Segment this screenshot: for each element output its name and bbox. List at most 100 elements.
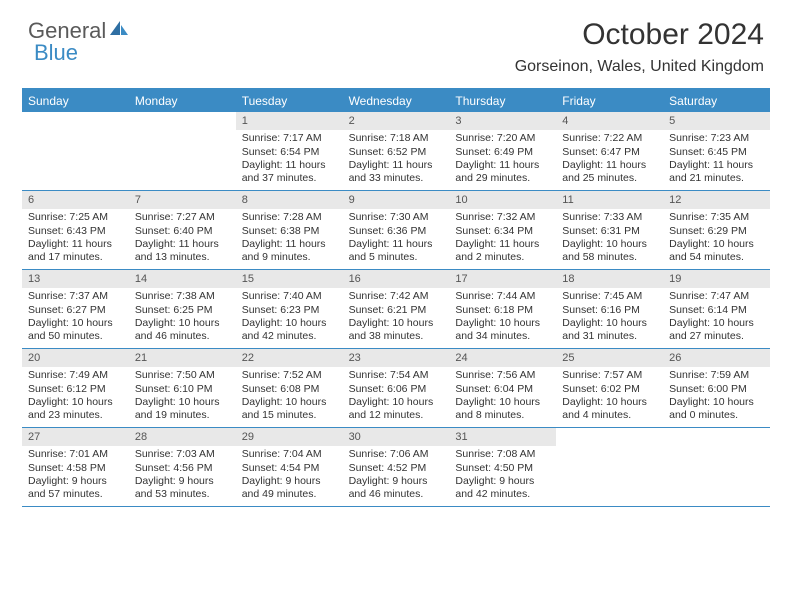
sunrise-text: Sunrise: 7:17 AM [242,132,337,145]
day-body: Sunrise: 7:28 AMSunset: 6:38 PMDaylight:… [236,209,343,269]
day-number: 13 [22,270,129,288]
daylight-text: Daylight: 11 hours and 9 minutes. [242,238,337,265]
calendar: Sunday Monday Tuesday Wednesday Thursday… [22,88,770,507]
day-cell: 20Sunrise: 7:49 AMSunset: 6:12 PMDayligh… [22,349,129,427]
sunrise-text: Sunrise: 7:42 AM [349,290,444,303]
sunset-text: Sunset: 6:16 PM [562,304,657,317]
day-number: 12 [663,191,770,209]
daylight-text: Daylight: 10 hours and 42 minutes. [242,317,337,344]
sunrise-text: Sunrise: 7:59 AM [669,369,764,382]
sunset-text: Sunset: 4:56 PM [135,462,230,475]
day-header-tuesday: Tuesday [236,90,343,112]
sunrise-text: Sunrise: 7:32 AM [455,211,550,224]
day-cell: 15Sunrise: 7:40 AMSunset: 6:23 PMDayligh… [236,270,343,348]
sunrise-text: Sunrise: 7:18 AM [349,132,444,145]
day-number: 14 [129,270,236,288]
day-number: 9 [343,191,450,209]
daylight-text: Daylight: 11 hours and 5 minutes. [349,238,444,265]
daylight-text: Daylight: 11 hours and 29 minutes. [455,159,550,186]
day-cell: 17Sunrise: 7:44 AMSunset: 6:18 PMDayligh… [449,270,556,348]
day-body: Sunrise: 7:33 AMSunset: 6:31 PMDaylight:… [556,209,663,269]
sunset-text: Sunset: 6:12 PM [28,383,123,396]
day-body: Sunrise: 7:20 AMSunset: 6:49 PMDaylight:… [449,130,556,190]
day-number: 20 [22,349,129,367]
day-body: Sunrise: 7:49 AMSunset: 6:12 PMDaylight:… [22,367,129,427]
sunset-text: Sunset: 6:49 PM [455,146,550,159]
sunset-text: Sunset: 6:34 PM [455,225,550,238]
sunset-text: Sunset: 6:21 PM [349,304,444,317]
sunrise-text: Sunrise: 7:30 AM [349,211,444,224]
daylight-text: Daylight: 10 hours and 19 minutes. [135,396,230,423]
daylight-text: Daylight: 11 hours and 25 minutes. [562,159,657,186]
daylight-text: Daylight: 10 hours and 27 minutes. [669,317,764,344]
day-cell [129,112,236,190]
sunset-text: Sunset: 6:10 PM [135,383,230,396]
day-number: 27 [22,428,129,446]
daylight-text: Daylight: 9 hours and 53 minutes. [135,475,230,502]
day-cell: 4Sunrise: 7:22 AMSunset: 6:47 PMDaylight… [556,112,663,190]
sunrise-text: Sunrise: 7:56 AM [455,369,550,382]
day-cell: 26Sunrise: 7:59 AMSunset: 6:00 PMDayligh… [663,349,770,427]
day-header-row: Sunday Monday Tuesday Wednesday Thursday… [22,90,770,112]
day-cell: 1Sunrise: 7:17 AMSunset: 6:54 PMDaylight… [236,112,343,190]
day-cell: 8Sunrise: 7:28 AMSunset: 6:38 PMDaylight… [236,191,343,269]
day-number: 28 [129,428,236,446]
day-cell: 31Sunrise: 7:08 AMSunset: 4:50 PMDayligh… [449,428,556,506]
daylight-text: Daylight: 10 hours and 50 minutes. [28,317,123,344]
day-body: Sunrise: 7:18 AMSunset: 6:52 PMDaylight:… [343,130,450,190]
day-cell: 30Sunrise: 7:06 AMSunset: 4:52 PMDayligh… [343,428,450,506]
sunset-text: Sunset: 6:38 PM [242,225,337,238]
sunrise-text: Sunrise: 7:23 AM [669,132,764,145]
day-cell: 23Sunrise: 7:54 AMSunset: 6:06 PMDayligh… [343,349,450,427]
daylight-text: Daylight: 11 hours and 37 minutes. [242,159,337,186]
day-number: 8 [236,191,343,209]
sunrise-text: Sunrise: 7:35 AM [669,211,764,224]
day-header-monday: Monday [129,90,236,112]
sunset-text: Sunset: 6:18 PM [455,304,550,317]
day-number: 15 [236,270,343,288]
daylight-text: Daylight: 10 hours and 58 minutes. [562,238,657,265]
sunrise-text: Sunrise: 7:25 AM [28,211,123,224]
day-number [22,112,129,116]
day-cell: 3Sunrise: 7:20 AMSunset: 6:49 PMDaylight… [449,112,556,190]
day-cell [556,428,663,506]
day-cell: 13Sunrise: 7:37 AMSunset: 6:27 PMDayligh… [22,270,129,348]
day-number: 23 [343,349,450,367]
sunset-text: Sunset: 6:00 PM [669,383,764,396]
sunset-text: Sunset: 4:58 PM [28,462,123,475]
day-body: Sunrise: 7:45 AMSunset: 6:16 PMDaylight:… [556,288,663,348]
sunset-text: Sunset: 6:02 PM [562,383,657,396]
day-body: Sunrise: 7:04 AMSunset: 4:54 PMDaylight:… [236,446,343,506]
sunrise-text: Sunrise: 7:33 AM [562,211,657,224]
sunrise-text: Sunrise: 7:57 AM [562,369,657,382]
sunrise-text: Sunrise: 7:27 AM [135,211,230,224]
daylight-text: Daylight: 10 hours and 38 minutes. [349,317,444,344]
day-body: Sunrise: 7:17 AMSunset: 6:54 PMDaylight:… [236,130,343,190]
day-number: 18 [556,270,663,288]
daylight-text: Daylight: 10 hours and 15 minutes. [242,396,337,423]
daylight-text: Daylight: 10 hours and 12 minutes. [349,396,444,423]
day-number: 7 [129,191,236,209]
sunset-text: Sunset: 6:43 PM [28,225,123,238]
daylight-text: Daylight: 10 hours and 31 minutes. [562,317,657,344]
day-body: Sunrise: 7:50 AMSunset: 6:10 PMDaylight:… [129,367,236,427]
day-body: Sunrise: 7:44 AMSunset: 6:18 PMDaylight:… [449,288,556,348]
sunset-text: Sunset: 6:04 PM [455,383,550,396]
sunrise-text: Sunrise: 7:22 AM [562,132,657,145]
day-body: Sunrise: 7:27 AMSunset: 6:40 PMDaylight:… [129,209,236,269]
daylight-text: Daylight: 10 hours and 0 minutes. [669,396,764,423]
sunrise-text: Sunrise: 7:08 AM [455,448,550,461]
sunset-text: Sunset: 6:45 PM [669,146,764,159]
day-number: 25 [556,349,663,367]
sunrise-text: Sunrise: 7:28 AM [242,211,337,224]
day-header-wednesday: Wednesday [343,90,450,112]
day-body: Sunrise: 7:59 AMSunset: 6:00 PMDaylight:… [663,367,770,427]
day-cell: 5Sunrise: 7:23 AMSunset: 6:45 PMDaylight… [663,112,770,190]
day-body: Sunrise: 7:56 AMSunset: 6:04 PMDaylight:… [449,367,556,427]
day-body: Sunrise: 7:08 AMSunset: 4:50 PMDaylight:… [449,446,556,506]
day-header-saturday: Saturday [663,90,770,112]
header: General October 2024 Gorseinon, Wales, U… [0,0,792,80]
day-body: Sunrise: 7:32 AMSunset: 6:34 PMDaylight:… [449,209,556,269]
daylight-text: Daylight: 11 hours and 21 minutes. [669,159,764,186]
day-header-friday: Friday [556,90,663,112]
